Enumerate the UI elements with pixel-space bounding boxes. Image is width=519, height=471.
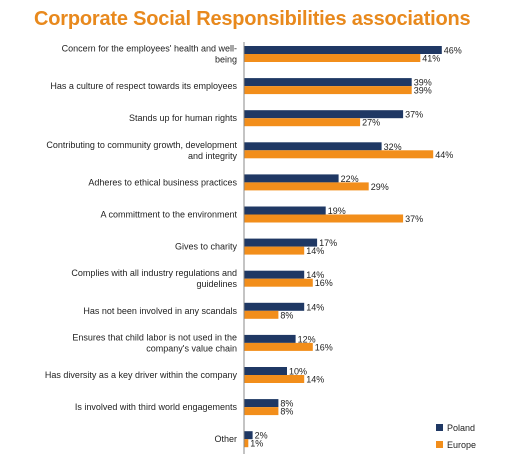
value-label-poland-9: 14%	[306, 302, 324, 312]
value-label-poland-11: 10%	[289, 367, 307, 377]
value-label-europe-9: 8%	[280, 310, 293, 320]
category-label-9: Has not been involved in any scandals	[83, 306, 237, 316]
bar-europe-12	[244, 407, 279, 416]
value-label-poland-7: 17%	[319, 238, 337, 248]
category-label-2: Has a culture of respect towards its emp…	[50, 81, 237, 91]
value-label-europe-2: 39%	[414, 86, 432, 96]
value-label-europe-8: 16%	[315, 278, 333, 288]
bar-poland-2	[244, 78, 412, 87]
value-label-europe-11: 14%	[306, 375, 324, 385]
value-label-europe-5: 29%	[371, 182, 389, 192]
bar-europe-11	[244, 375, 305, 383]
bar-europe-2	[244, 86, 412, 95]
bar-europe-4	[244, 150, 434, 159]
value-label-poland-5: 22%	[341, 174, 359, 184]
legend: Poland Europe	[436, 423, 476, 450]
bar-europe-8	[244, 278, 313, 287]
bar-poland-9	[244, 302, 305, 311]
bar-europe-7	[244, 246, 305, 255]
bar-poland-13	[244, 431, 253, 440]
value-label-europe-6: 37%	[405, 214, 423, 224]
bar-europe-6	[244, 214, 404, 223]
chart-title: Corporate Social Responsibilities associ…	[34, 8, 471, 30]
bar-europe-1	[244, 54, 421, 62]
bar-poland-6	[244, 206, 326, 215]
value-labels-group: 46%41%39%39%37%27%32%44%22%29%19%37%17%1…	[250, 46, 462, 449]
category-label-8: Complies with all industry regulations a…	[71, 268, 237, 289]
value-label-poland-2: 39%	[414, 78, 432, 88]
value-label-poland-12: 8%	[280, 399, 293, 409]
value-label-europe-13: 1%	[250, 439, 263, 449]
bar-poland-5	[244, 174, 339, 183]
category-label-3: Stands up for human rights	[129, 113, 238, 123]
value-label-poland-10: 12%	[298, 334, 316, 344]
bar-europe-10	[244, 342, 313, 351]
bar-poland-10	[244, 334, 296, 343]
value-label-europe-12: 8%	[280, 407, 293, 417]
value-label-poland-1: 46%	[444, 46, 462, 56]
category-label-1: Concern for the employees' health and we…	[62, 44, 237, 65]
value-label-poland-3: 37%	[405, 110, 423, 120]
bar-poland-12	[244, 399, 279, 408]
category-label-4: Contributing to community growth, develo…	[46, 140, 237, 161]
value-label-poland-8: 14%	[306, 270, 324, 280]
legend-swatch-europe	[436, 441, 443, 448]
value-label-europe-4: 44%	[435, 150, 453, 160]
value-label-europe-3: 27%	[362, 118, 380, 128]
category-label-6: A committment to the environment	[100, 210, 237, 220]
category-label-12: Is involved with third world engagements	[75, 402, 238, 412]
legend-label-europe: Europe	[447, 440, 476, 450]
legend-swatch-poland	[436, 424, 443, 431]
legend-label-poland: Poland	[447, 423, 475, 433]
value-label-poland-6: 19%	[328, 206, 346, 216]
value-label-poland-4: 32%	[384, 142, 402, 152]
bar-europe-5	[244, 182, 369, 191]
bar-poland-3	[244, 110, 404, 119]
bar-europe-3	[244, 118, 361, 127]
value-label-europe-7: 14%	[306, 246, 324, 256]
value-label-poland-13: 2%	[255, 431, 268, 441]
value-label-europe-10: 16%	[315, 342, 333, 352]
bars-group	[244, 46, 442, 448]
bar-europe-13	[244, 439, 249, 448]
value-label-europe-1: 41%	[422, 54, 440, 64]
category-label-13: Other	[214, 434, 237, 444]
category-label-5: Adheres to ethical business practices	[88, 177, 237, 187]
bar-europe-9	[244, 310, 279, 319]
bar-poland-11	[244, 367, 287, 375]
bar-poland-7	[244, 238, 318, 247]
category-label-10: Ensures that child labor is not used in …	[72, 332, 237, 353]
bar-poland-8	[244, 270, 305, 279]
category-labels-group: Concern for the employees' health and we…	[45, 44, 238, 445]
category-label-11: Has diversity as a key driver within the…	[45, 370, 238, 380]
category-label-7: Gives to charity	[175, 242, 238, 252]
bar-poland-4	[244, 142, 382, 151]
bar-poland-1	[244, 46, 442, 54]
